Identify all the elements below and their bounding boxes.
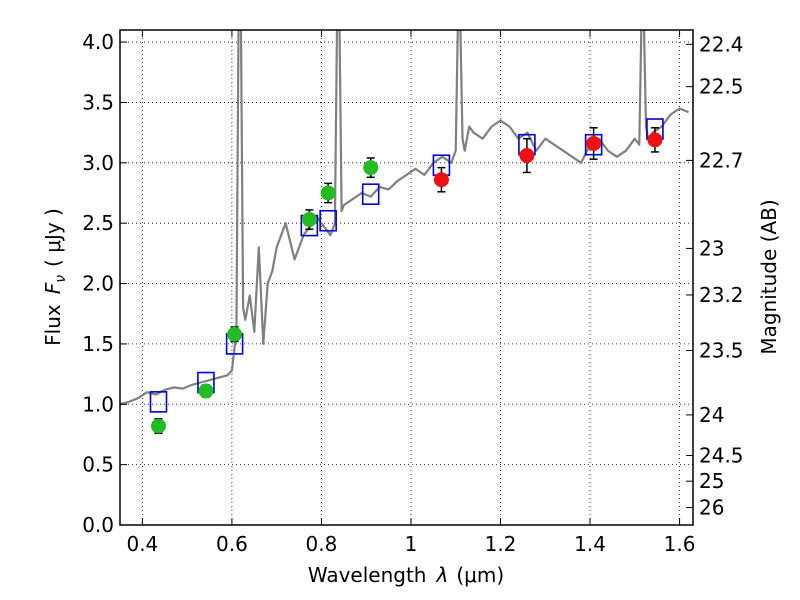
x-tick-label: 1.4: [574, 532, 606, 556]
model-magnitude-square: [319, 209, 337, 232]
right-tick-label: 23.5: [699, 338, 744, 362]
y-axis-label-subscript: ν: [53, 275, 69, 283]
x-axis-label: Wavelength λ (μm): [308, 563, 504, 587]
x-tick-label: 0.6: [216, 532, 248, 556]
right-tick-label: 24.5: [699, 444, 744, 468]
right-axis-label: Magnitude (AB): [757, 199, 781, 354]
y-tick-label: 4.0: [82, 30, 114, 54]
model-magnitude-square: [149, 391, 168, 413]
y-tick-label: 0.0: [82, 513, 114, 537]
y-tick-label: 0.5: [82, 453, 114, 477]
plot-frame: [119, 29, 694, 526]
red-measurement-point: [433, 172, 449, 188]
plot-series: [120, 30, 689, 434]
y-axis-label: Flux Fν ( μJy ): [41, 208, 69, 346]
x-tick-label: 1.6: [664, 532, 696, 556]
x-tick-label: 0.8: [306, 532, 338, 556]
y-tick-label: 1.0: [82, 392, 114, 416]
x-tick-label: 1.2: [485, 532, 517, 556]
model-spectrum-line: [120, 30, 689, 406]
x-axis-label-lambda: λ: [436, 563, 449, 587]
grid-lines: [120, 30, 693, 526]
right-tick-label: 23: [699, 236, 724, 260]
y-tick-label: 3.0: [82, 151, 114, 175]
x-tick-label: 1: [405, 532, 418, 556]
right-tick-label: 24: [699, 403, 724, 427]
x-tick-label: 0.4: [126, 532, 158, 556]
y-tick-label: 2.0: [82, 272, 114, 296]
green-measurement-point: [301, 212, 317, 228]
axis-ticks: 0.4 0.6 0.8 1 1.2 1.4 1.6 0.0 0.5 1.0 1.5 2.0 2.5 3.0…: [82, 30, 744, 556]
red-measurement-point: [586, 135, 602, 151]
green-measurement-point: [150, 418, 166, 434]
right-tick-label: 26: [699, 496, 724, 520]
green-measurement-point: [198, 383, 214, 399]
right-tick-label: 25: [699, 469, 724, 493]
model-magnitude-square: [361, 183, 380, 205]
right-tick-label: 22.4: [699, 32, 744, 56]
y-tick-label: 1.5: [82, 332, 114, 356]
right-tick-label: 22.7: [699, 148, 744, 172]
y-axis-label-text: Flux: [41, 304, 65, 346]
red-measurement-point: [519, 148, 535, 164]
green-measurement-point: [227, 326, 243, 342]
green-measurement-point: [363, 160, 379, 176]
y-axis-label-units: ( μJy ): [41, 208, 65, 267]
y-tick-label: 2.5: [82, 211, 114, 235]
right-tick-label: 22.5: [699, 75, 744, 99]
y-axis-label-symbol: F: [41, 282, 65, 294]
x-axis-label-text: Wavelength: [308, 563, 427, 587]
y-tick-label: 3.5: [82, 90, 114, 114]
x-axis-label-units: (μm): [456, 563, 504, 587]
right-tick-label: 23.2: [699, 283, 744, 307]
green-measurement-point: [320, 185, 336, 201]
red-measurement-point: [647, 132, 663, 148]
